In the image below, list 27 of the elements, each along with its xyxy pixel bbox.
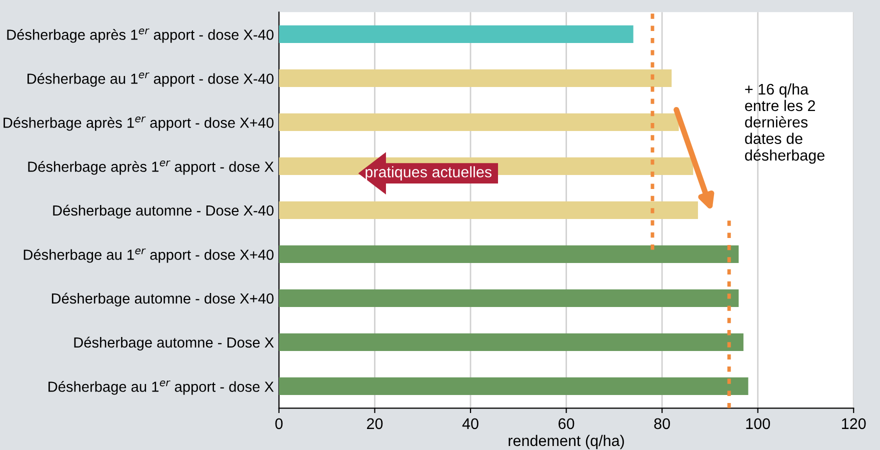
- bar: [278, 333, 744, 351]
- x-tick-label: 40: [462, 418, 478, 430]
- y-tick-label: Désherbage après 1$^{er}$ apport - dose X: [28, 160, 274, 175]
- bar: [278, 289, 739, 307]
- bar: [278, 69, 672, 87]
- y-tick-label: Désherbage automne - dose X+40: [52, 292, 274, 307]
- y-tick-label: Désherbage après 1$^{er}$ apport - dose X-40: [7, 28, 274, 43]
- annotation: pratiques actuelles: [366, 166, 492, 180]
- bar: [278, 113, 679, 131]
- y-tick-label: Désherbage au 1$^{er}$ apport - dose X+40: [24, 248, 274, 263]
- y-tick-label: Désherbage au 1$^{er}$ apport - dose X-40: [28, 72, 274, 87]
- x-axis-title: rendement (q/ha): [508, 434, 624, 450]
- annotation: + 16 q/ha entre les 2 dernières dates de désherbage: [745, 83, 824, 164]
- x-tick-label: 60: [558, 418, 574, 430]
- bar: [278, 377, 748, 395]
- x-tick-label: 80: [654, 418, 670, 430]
- x-tick-label: 100: [746, 418, 770, 430]
- x-tick-label: 120: [842, 418, 866, 430]
- bar: [278, 245, 739, 263]
- x-tick-label: 0: [275, 418, 283, 430]
- bar: [278, 25, 634, 43]
- bar: [278, 201, 698, 219]
- y-tick-label: Désherbage au 1$^{er}$ apport - dose X: [48, 380, 274, 395]
- y-tick-label: Désherbage après 1$^{er}$ apport - dose X+40: [4, 116, 274, 131]
- x-tick-label: 20: [367, 418, 383, 430]
- y-tick-label: Désherbage automne - Dose X: [74, 336, 274, 351]
- y-tick-label: Désherbage automne - Dose X-40: [53, 204, 274, 219]
